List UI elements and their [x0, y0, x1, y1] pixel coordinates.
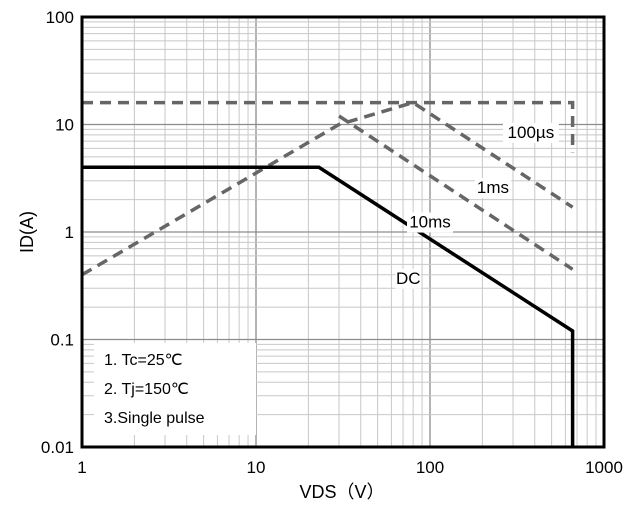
- series-100s-line: [82, 100, 575, 153]
- y-tick-label: 0.1: [50, 331, 74, 350]
- x-tick-label: 1000: [585, 458, 623, 477]
- note-pulse: 3.Single pulse: [104, 410, 205, 427]
- y-axis-title: ID(A): [17, 211, 37, 253]
- y-tick-labels: 100 10 1 0.1 0.01: [41, 8, 74, 457]
- x-tick-labels: 1 10 100 1000: [77, 458, 623, 477]
- series-group: [81, 100, 575, 447]
- curve-label-bg: [474, 178, 511, 199]
- x-tick-label: 100: [416, 458, 444, 477]
- curve-label: 1ms: [477, 178, 509, 197]
- note-tj: 2. Tj=150℃: [104, 381, 189, 398]
- series-10ms-line: [338, 114, 574, 271]
- y-tick-label: 1: [65, 223, 74, 242]
- series-dc-line: [82, 165, 575, 447]
- x-tick-label: 1: [77, 458, 86, 477]
- curve-label-bg: [395, 268, 422, 289]
- y-tick-label: 100: [46, 8, 74, 27]
- curve-labels: 100µs 1ms 10ms DC: [395, 123, 559, 289]
- x-tick-label: 10: [247, 458, 266, 477]
- curve-label: 100µs: [508, 123, 555, 142]
- series-1ms-line: [81, 100, 574, 277]
- curve-label: DC: [396, 269, 421, 288]
- grid-lines: [81, 17, 604, 448]
- curve-label: 10ms: [409, 213, 451, 232]
- y-tick-label: 0.01: [41, 438, 74, 457]
- y-tick-label: 10: [55, 116, 74, 135]
- plot-frame: [80, 15, 606, 449]
- note-tc: 1. Tc=25℃: [104, 352, 183, 369]
- curve-label-bg: [502, 122, 559, 143]
- notes-box: [94, 343, 256, 435]
- x-axis-title: VDS（V）: [299, 482, 384, 502]
- curve-label-bg: [407, 212, 453, 233]
